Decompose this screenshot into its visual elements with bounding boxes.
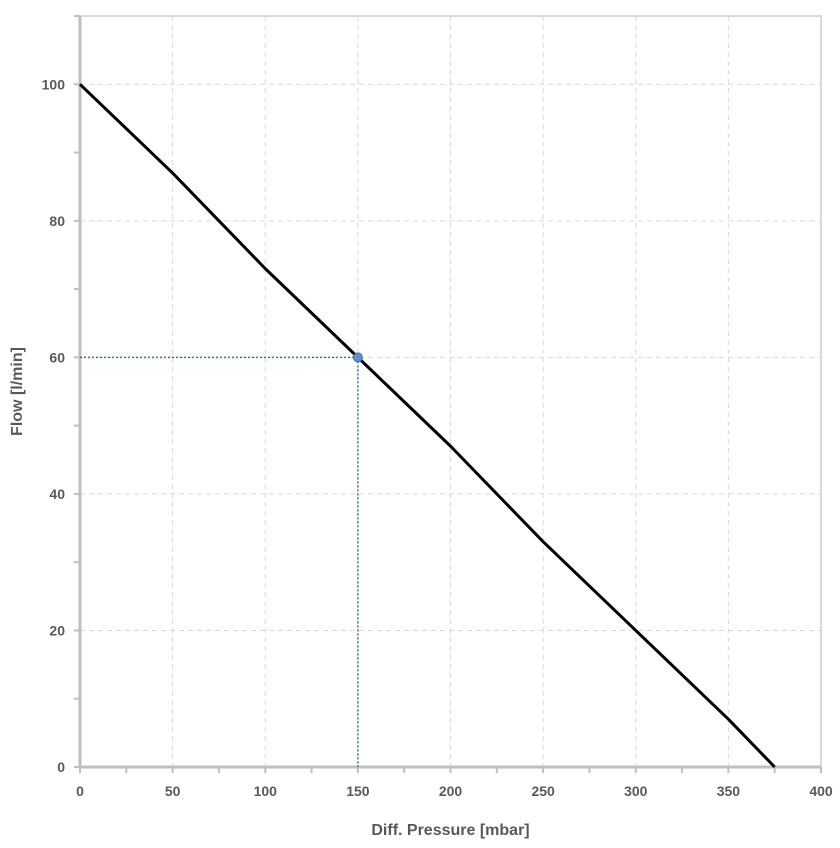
x-tick-label: 150 bbox=[346, 783, 370, 799]
x-tick-label: 50 bbox=[165, 783, 181, 799]
x-tick-label: 100 bbox=[254, 783, 278, 799]
operating-point-marker bbox=[352, 352, 363, 363]
tick-labels: 0 50 100 150 200 250 300 350 400 0 20 40 60 80 100 bbox=[42, 76, 833, 799]
y-tick-label: 100 bbox=[42, 76, 66, 92]
x-tick-label: 350 bbox=[717, 783, 741, 799]
y-axis-title: Flow [l/min] bbox=[9, 347, 26, 436]
x-tick-label: 200 bbox=[439, 783, 463, 799]
series-line bbox=[78, 83, 776, 769]
axis-ticks bbox=[74, 15, 822, 773]
y-tick-label: 60 bbox=[49, 349, 65, 365]
y-tick-label: 20 bbox=[49, 622, 65, 638]
series bbox=[78, 83, 776, 769]
x-tick-label: 0 bbox=[76, 783, 84, 799]
y-tick-label: 80 bbox=[49, 213, 65, 229]
x-tick-label: 400 bbox=[809, 783, 833, 799]
reference-lines bbox=[80, 356, 359, 767]
x-axis-title: Diff. Pressure [mbar] bbox=[371, 822, 529, 839]
x-tick-label: 300 bbox=[624, 783, 648, 799]
y-tick-label: 40 bbox=[49, 486, 65, 502]
x-tick-label: 250 bbox=[531, 783, 555, 799]
grid bbox=[80, 16, 822, 767]
y-tick-label: 0 bbox=[57, 759, 65, 775]
